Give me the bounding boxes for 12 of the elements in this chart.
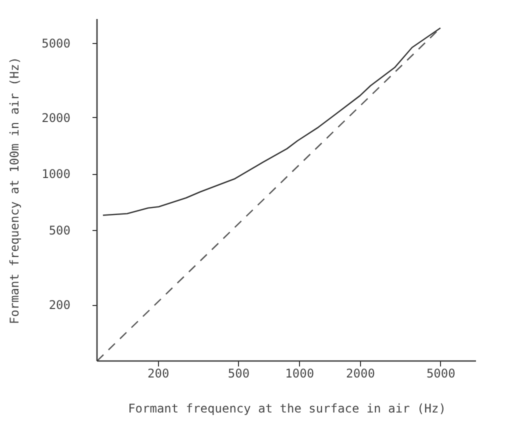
y-tick-label: 500 [48,224,70,238]
y-tick-label: 200 [48,298,70,312]
x-axis-title: Formant frequency at the surface in air (Hz) [128,402,446,416]
y-tick-label: 5000 [42,36,70,50]
x-tick-label: 1000 [285,366,314,380]
x-tick-label: 500 [228,366,250,380]
x-tick-label: 200 [148,366,170,380]
y-tick-label: 1000 [42,167,70,182]
x-tick-label: 5000 [426,366,456,380]
y-axis-title: Formant frequency at 100m in air (Hz) [8,56,22,324]
y-tick-label: 2000 [42,110,70,125]
x-tick-label: 2000 [346,366,375,380]
